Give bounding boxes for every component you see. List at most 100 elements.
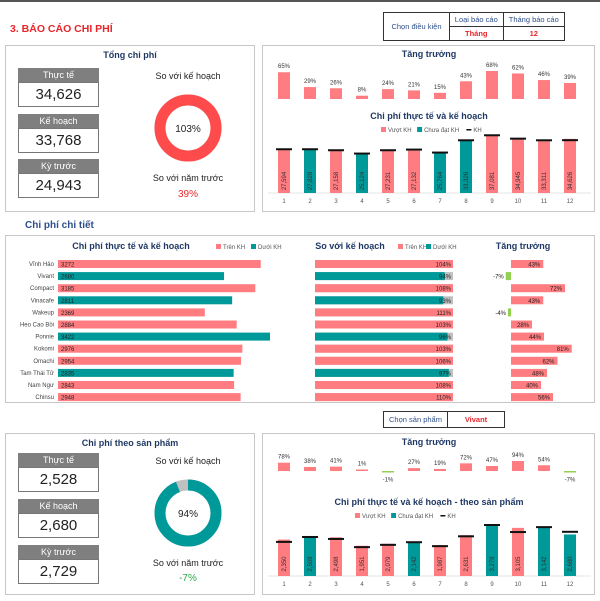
growth-bar bbox=[460, 81, 472, 99]
vs-plan-value: 111% bbox=[437, 311, 452, 317]
cost-chart-title: Chi phí thực tế và kế hoạch bbox=[370, 111, 488, 121]
legend-label: Dưới KH bbox=[258, 245, 282, 251]
plan-marker bbox=[276, 540, 292, 543]
growth-label: 1% bbox=[358, 462, 367, 468]
monthly-charts-panel: Tăng trưởng 65% 29% 26% 8% 24% 21% 15% 43% 68% 62%… bbox=[262, 45, 595, 212]
plan-marker bbox=[458, 139, 474, 142]
cost-value-label: 3,279 bbox=[490, 556, 496, 572]
month-label: 1 bbox=[282, 199, 286, 205]
legend-label: Vượt KH bbox=[362, 514, 386, 520]
growth-bar bbox=[511, 320, 532, 329]
growth-label: 47% bbox=[486, 458, 499, 464]
plan-marker bbox=[536, 139, 552, 142]
actual-bar bbox=[58, 284, 256, 293]
growth-chart-title: Tăng trưởng bbox=[402, 49, 456, 59]
plan-marker bbox=[276, 148, 292, 151]
product-cost-panel: Chi phí theo sản phẩm Thực tế 2,528 Kế h… bbox=[5, 433, 255, 595]
growth-label: 29% bbox=[304, 79, 317, 85]
cost-bar bbox=[564, 138, 576, 193]
plan-marker bbox=[562, 530, 578, 533]
vs-plan-bar bbox=[315, 381, 453, 389]
cost-value-label: 34,945 bbox=[516, 171, 522, 190]
actual-bar bbox=[58, 320, 237, 329]
growth-bar bbox=[304, 466, 316, 471]
product-select[interactable]: Vivant bbox=[447, 411, 505, 428]
product-name: Wakeup bbox=[32, 310, 54, 316]
growth-bar bbox=[356, 95, 368, 99]
detail-charts: Chi phí thực tế và kế hoạch Trên KH Dưới K… bbox=[20, 241, 572, 402]
growth-bar bbox=[505, 272, 511, 281]
plan-marker bbox=[562, 139, 578, 142]
product-name: Vinacafe bbox=[31, 298, 55, 304]
growth-label: -1% bbox=[383, 478, 394, 484]
growth-bar bbox=[486, 466, 498, 471]
product-vs-plan-label: So với kế hoạch bbox=[155, 456, 221, 466]
growth-value: 56% bbox=[538, 396, 551, 402]
growth-label: 78% bbox=[278, 455, 291, 461]
prev-value: 24,943 bbox=[18, 173, 99, 198]
cost-bar bbox=[408, 150, 420, 193]
growth-value: 62% bbox=[542, 359, 555, 365]
vs-plan-value: 104% bbox=[436, 263, 452, 269]
growth-value: -7% bbox=[493, 275, 504, 281]
report-type-select[interactable]: Tháng bbox=[449, 26, 504, 41]
donut-fill bbox=[154, 479, 222, 547]
cost-value-label: 27,828 bbox=[308, 171, 314, 190]
legend-plan-marker bbox=[466, 129, 472, 131]
cost-bar bbox=[434, 545, 446, 576]
plan-marker bbox=[354, 152, 370, 155]
plan-marker bbox=[328, 149, 344, 152]
report-month-label: Tháng báo cáo bbox=[502, 12, 566, 27]
legend-swatch bbox=[251, 244, 256, 249]
product-name: Ponnie bbox=[35, 335, 54, 341]
growth-bar bbox=[508, 308, 511, 317]
vs-plan-value: 110% bbox=[436, 396, 452, 402]
actual-value: 2948 bbox=[61, 396, 75, 402]
product-monthly-panel: Tăng trưởng 78% 38% 41% 1% -1% 27% 19% 72% 47% 94%… bbox=[262, 433, 595, 595]
growth-bar bbox=[564, 82, 576, 99]
growth-value: 44% bbox=[529, 335, 542, 341]
growth-label: 46% bbox=[538, 72, 551, 78]
actual-bar bbox=[58, 296, 233, 305]
growth-bar bbox=[512, 461, 524, 471]
actual-value: 3272 bbox=[61, 263, 75, 269]
actual-bar bbox=[58, 393, 241, 402]
growth-bar bbox=[538, 465, 550, 471]
plan-label: Kế hoạch bbox=[18, 114, 99, 128]
growth-value: 40% bbox=[526, 384, 539, 390]
report-month-select[interactable]: 12 bbox=[502, 26, 566, 41]
vs-prev-label: So với năm trước bbox=[152, 173, 224, 183]
product-name: Heo Cao Bồi bbox=[20, 323, 54, 329]
product-vs-plan-donut: 94% bbox=[154, 479, 222, 547]
actual-value: 2954 bbox=[61, 359, 75, 365]
growth-bar bbox=[511, 356, 558, 365]
cost-bar bbox=[538, 140, 550, 193]
month-label: 11 bbox=[541, 582, 548, 588]
cost-bar bbox=[278, 149, 290, 193]
cost-bar bbox=[330, 537, 342, 576]
growth-label: 43% bbox=[460, 73, 473, 79]
vs-plan-donut: 103% bbox=[154, 94, 222, 162]
vs-plan-value: 108% bbox=[436, 384, 452, 390]
cost-bar bbox=[408, 542, 420, 576]
actual-bar bbox=[58, 308, 205, 317]
cost-bar bbox=[460, 535, 472, 576]
product-prev-value: 2,729 bbox=[18, 559, 99, 584]
legend-label: KH bbox=[473, 128, 481, 134]
growth-bar bbox=[408, 90, 420, 99]
legend-label: Chưa đạt KH bbox=[424, 128, 459, 134]
legend-label: Trên KH bbox=[405, 245, 427, 251]
cost-value-label: 3,105 bbox=[516, 556, 522, 572]
growth-bar bbox=[330, 88, 342, 99]
donut-label: 94% bbox=[178, 509, 198, 520]
prev-label: Kỳ trước bbox=[18, 159, 99, 173]
growth-bar bbox=[486, 71, 498, 99]
cost-value-label: 33,326 bbox=[464, 171, 470, 190]
product-plan-value: 2,680 bbox=[18, 513, 99, 538]
growth-label: 41% bbox=[330, 459, 343, 465]
month-label: 11 bbox=[541, 199, 548, 205]
product-name: Vĩnh Hảo bbox=[29, 262, 55, 268]
detail-actual-title: Chi phí thực tế và kế hoạch bbox=[72, 241, 190, 251]
cost-value-label: 27,594 bbox=[282, 171, 288, 190]
growth-value: 28% bbox=[517, 323, 530, 329]
